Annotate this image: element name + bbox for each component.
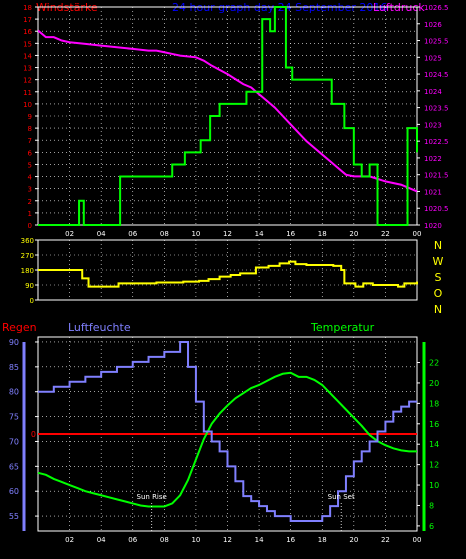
x-tick-label: 14 bbox=[255, 230, 264, 238]
pressure-tick-label: 1024.5 bbox=[424, 71, 449, 79]
pressure-tick-label: 1023.5 bbox=[424, 105, 449, 113]
temp-tick-label: 18 bbox=[429, 399, 439, 408]
pressure-tick-label: 1022.5 bbox=[424, 138, 449, 146]
compass-label: O bbox=[434, 287, 443, 300]
pressure-series bbox=[37, 29, 418, 193]
temp-tick-label: 22 bbox=[429, 359, 439, 368]
wind-tick-label: 11 bbox=[23, 89, 32, 97]
direction-series bbox=[38, 260, 418, 288]
temp-tick-label: 10 bbox=[429, 481, 439, 490]
temp-tick-label: 20 bbox=[429, 379, 439, 388]
x-tick-label: 12 bbox=[223, 536, 232, 544]
pressure-tick-label: 1026 bbox=[424, 21, 442, 29]
wind-tick-label: 3 bbox=[28, 186, 32, 194]
x-tick-label: 16 bbox=[286, 230, 295, 238]
x-tick-label: 00 bbox=[413, 230, 422, 238]
x-tick-label: 22 bbox=[381, 536, 390, 544]
dir-tick-label: 0 bbox=[30, 297, 34, 305]
wind-tick-label: 14 bbox=[23, 52, 32, 60]
humidity-series bbox=[38, 340, 417, 523]
temp-tick-label: 12 bbox=[429, 461, 439, 470]
pressure-tick-label: 1025.5 bbox=[424, 38, 449, 46]
wind-tick-label: 10 bbox=[23, 101, 32, 109]
wind-tick-label: 5 bbox=[28, 161, 32, 169]
x-tick-label: 06 bbox=[128, 230, 137, 238]
sun-rise-label: Sun Rise bbox=[137, 493, 167, 501]
dir-tick-label: 270 bbox=[21, 252, 34, 260]
pressure-tick-label: 1022 bbox=[424, 155, 442, 163]
wind-tick-label: 8 bbox=[28, 125, 32, 133]
temp-tick-label: 6 bbox=[429, 522, 434, 531]
pressure-tick-label: 1020 bbox=[424, 222, 442, 230]
wind-tick-label: 16 bbox=[23, 28, 32, 36]
compass-label: S bbox=[435, 271, 442, 284]
pressure-tick-label: 1023 bbox=[424, 121, 442, 129]
wind-tick-label: 15 bbox=[23, 40, 32, 48]
dir-tick-label: 90 bbox=[25, 282, 34, 290]
compass-label: N bbox=[434, 239, 442, 252]
temperature-series bbox=[37, 371, 417, 508]
x-tick-label: 04 bbox=[97, 230, 106, 238]
hum-tick-label: 55 bbox=[9, 512, 19, 521]
hum-tick-label: 85 bbox=[9, 363, 19, 372]
hum-tick-label: 65 bbox=[9, 462, 19, 471]
wind-tick-label: 9 bbox=[28, 113, 32, 121]
wind-tick-label: 2 bbox=[28, 198, 32, 206]
pressure-tick-label: 1024 bbox=[424, 88, 442, 96]
x-tick-label: 14 bbox=[255, 536, 264, 544]
x-tick-label: 02 bbox=[65, 230, 74, 238]
x-tick-label: 10 bbox=[191, 230, 200, 238]
temp-tick-label: 8 bbox=[429, 501, 434, 510]
temp-tick-label: 16 bbox=[429, 420, 439, 429]
wind-tick-label: 4 bbox=[28, 174, 33, 182]
x-tick-label: 06 bbox=[128, 536, 137, 544]
pressure-tick-label: 1025 bbox=[424, 54, 442, 62]
x-tick-label: 20 bbox=[349, 536, 358, 544]
x-tick-label: 22 bbox=[381, 230, 390, 238]
x-tick-label: 12 bbox=[223, 230, 232, 238]
x-tick-label: 08 bbox=[160, 230, 169, 238]
x-tick-label: 16 bbox=[286, 536, 295, 544]
temperatur-label: Temperatur bbox=[310, 321, 375, 334]
x-tick-label: 00 bbox=[413, 536, 422, 544]
wind-tick-label: 7 bbox=[28, 137, 32, 145]
x-tick-label: 08 bbox=[160, 536, 169, 544]
hum-tick-label: 90 bbox=[9, 338, 19, 347]
dir-tick-label: 180 bbox=[21, 267, 34, 275]
compass-label: W bbox=[433, 255, 444, 268]
temp-tick-label: 14 bbox=[429, 440, 439, 449]
wind-tick-label: 17 bbox=[23, 16, 32, 24]
dir-tick-label: 360 bbox=[21, 237, 34, 245]
x-tick-label: 10 bbox=[191, 536, 200, 544]
wind-series bbox=[38, 6, 418, 226]
x-tick-label: 18 bbox=[318, 536, 327, 544]
luftfeuchte-label: Luftfeuchte bbox=[68, 321, 131, 334]
pressure-tick-label: 1026.5 bbox=[424, 4, 449, 12]
wind-tick-label: 13 bbox=[23, 65, 32, 73]
pressure-tick-label: 1020.5 bbox=[424, 205, 449, 213]
regen-label: Regen bbox=[2, 321, 37, 334]
wind-tick-label: 1 bbox=[28, 210, 32, 218]
rain-tick-label: 0 bbox=[31, 430, 36, 439]
sun-set-label: Sun Set bbox=[328, 493, 355, 501]
hum-tick-label: 80 bbox=[9, 388, 19, 397]
wind-tick-label: 6 bbox=[28, 149, 33, 157]
hum-tick-label: 70 bbox=[9, 437, 19, 446]
x-tick-label: 18 bbox=[318, 230, 327, 238]
wind-tick-label: 18 bbox=[23, 4, 32, 12]
pressure-tick-label: 1021 bbox=[424, 188, 442, 196]
compass-label: N bbox=[434, 303, 442, 316]
wind-tick-label: 12 bbox=[23, 77, 32, 85]
wind-tick-label: 0 bbox=[28, 222, 32, 230]
hum-tick-label: 60 bbox=[9, 487, 19, 496]
pressure-tick-label: 1021.5 bbox=[424, 172, 449, 180]
x-tick-label: 02 bbox=[65, 536, 74, 544]
hum-tick-label: 75 bbox=[9, 413, 19, 422]
x-tick-label: 20 bbox=[349, 230, 358, 238]
x-tick-label: 04 bbox=[97, 536, 106, 544]
